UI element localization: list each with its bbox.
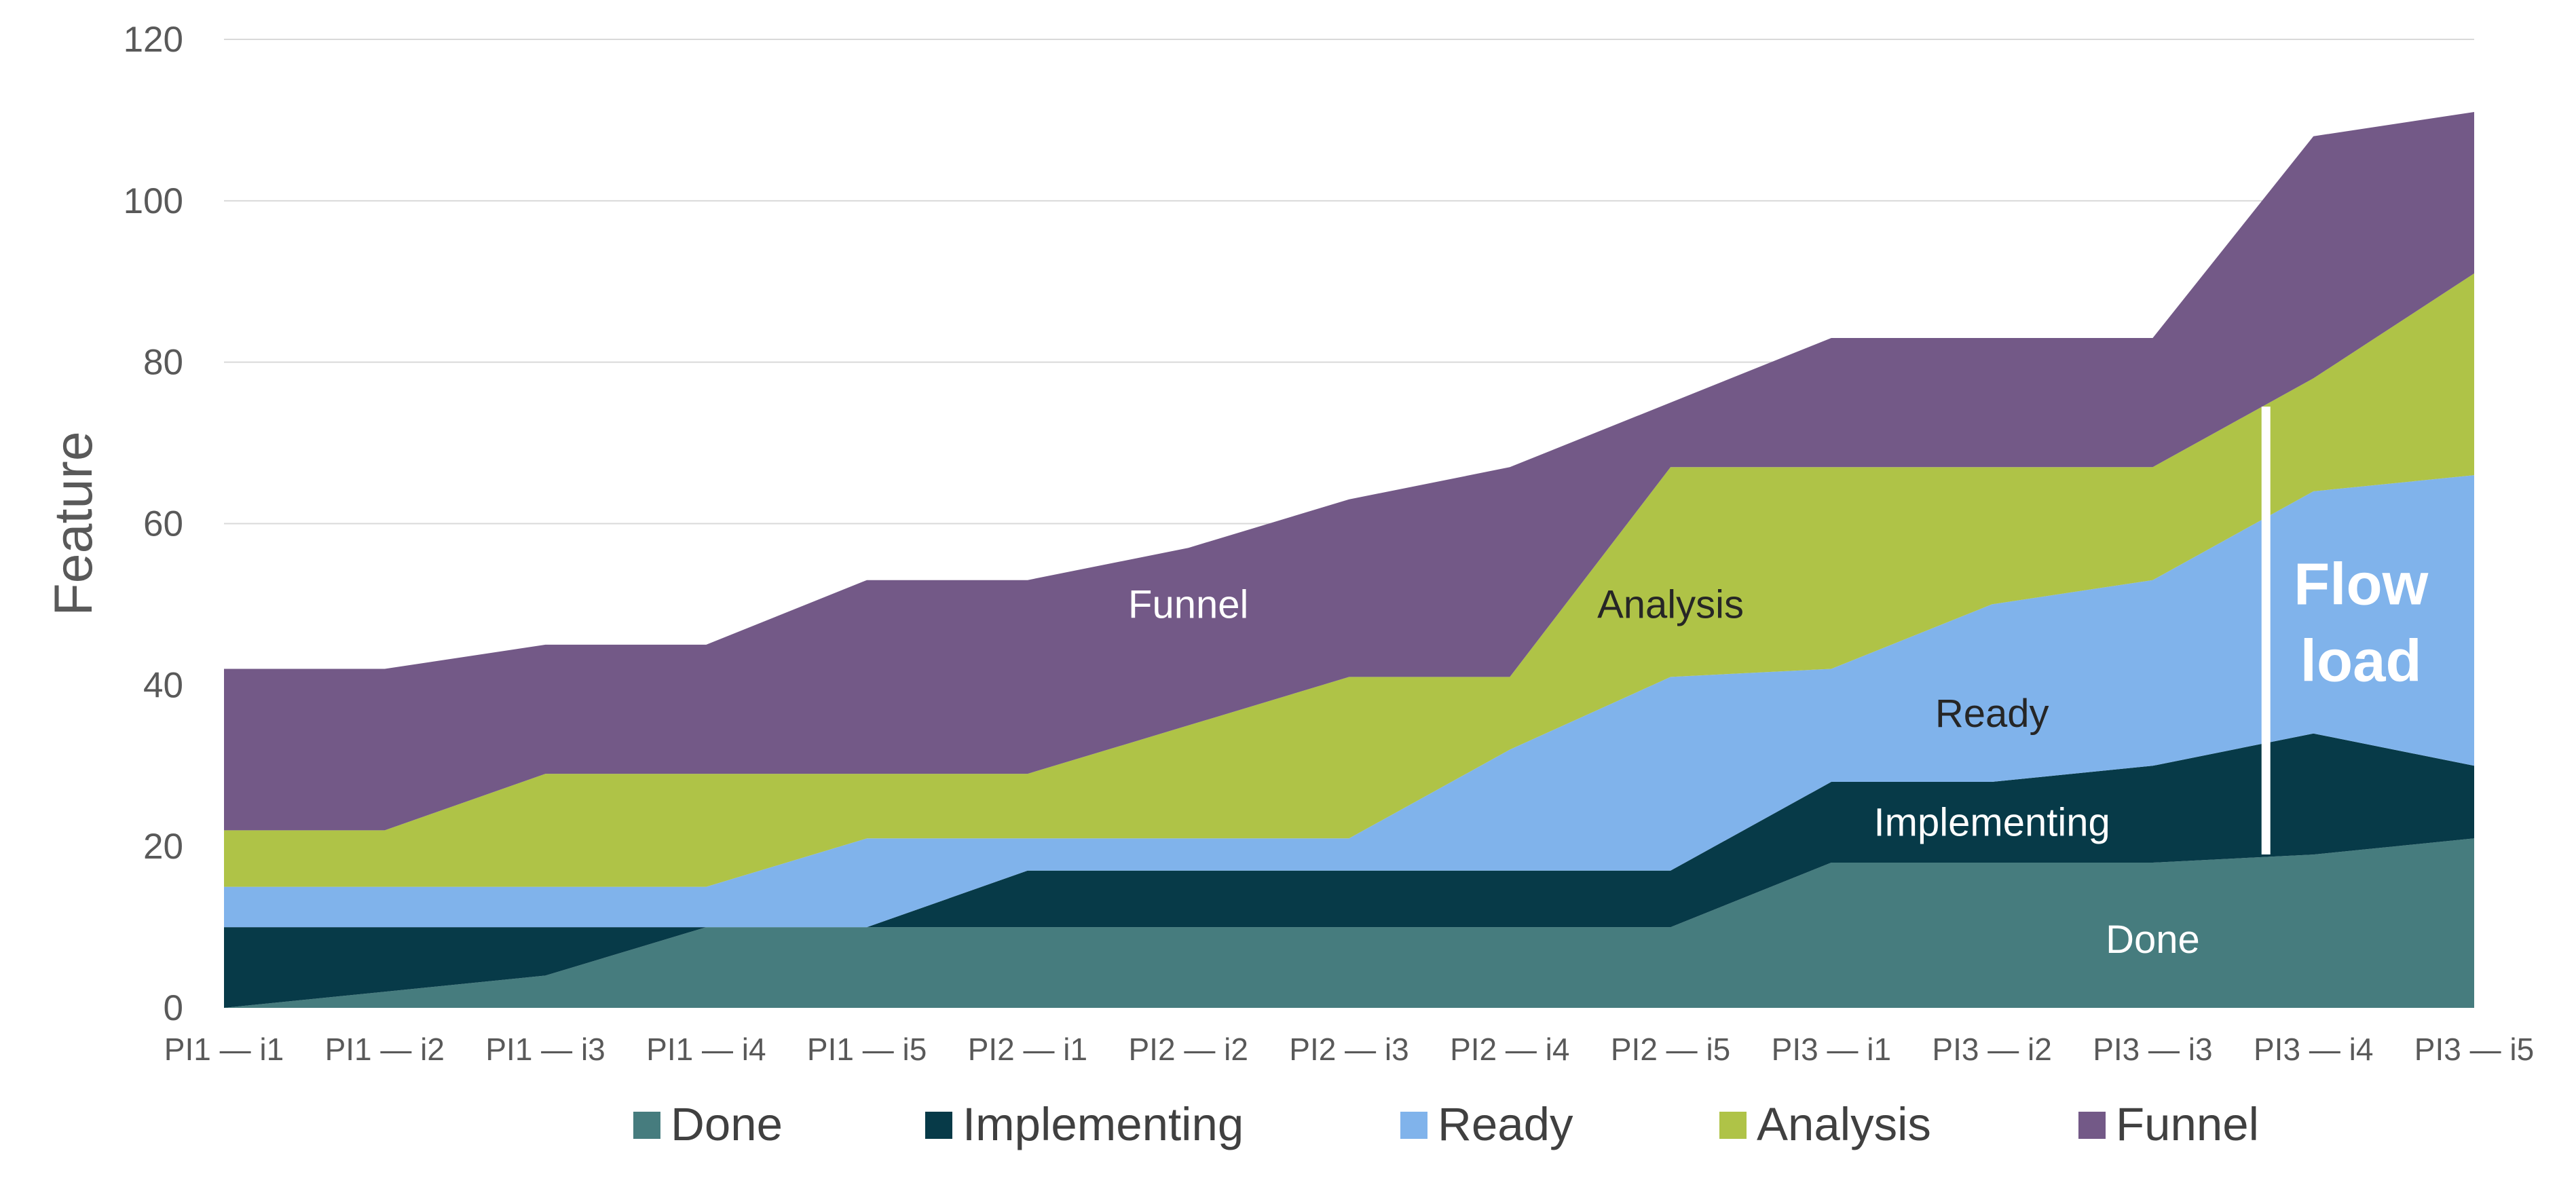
x-tick-label: PI3 — i4 <box>2254 1032 2373 1067</box>
area-funnel <box>224 112 2474 831</box>
flow-load-label-line1: Flow <box>2294 551 2428 617</box>
flow-load-annotation: Flow load <box>2261 407 2429 855</box>
x-tick-label: PI1 — i4 <box>646 1032 766 1067</box>
legend-swatch-funnel <box>2078 1112 2106 1139</box>
x-axis-ticks: PI1 — i1 PI1 — i2 PI1 — i3 PI1 — i4 PI1 — i5… <box>164 1032 2534 1067</box>
area-label: Ready <box>1935 692 2049 736</box>
y-tick-label: 120 <box>124 20 183 60</box>
y-axis-ticks: 0 20 40 60 80 100 120 <box>124 20 183 1028</box>
legend-swatch-implementing <box>925 1112 952 1139</box>
area-implementing <box>224 733 2474 1008</box>
area-annotations: Funnel Analysis Ready Implementing Done <box>1128 582 2200 962</box>
y-tick-label: 80 <box>143 343 183 383</box>
legend-label-done: Done <box>671 1098 783 1150</box>
area-label: Done <box>2106 918 2200 962</box>
legend-swatch-analysis <box>1719 1112 1747 1139</box>
legend-swatch-done <box>633 1112 660 1139</box>
legend-swatch-ready <box>1400 1112 1427 1139</box>
legend-label-analysis: Analysis <box>1757 1098 1931 1150</box>
area-series <box>224 112 2474 1008</box>
y-tick-label: 0 <box>164 988 183 1028</box>
legend-label-implementing: Implementing <box>963 1098 1244 1150</box>
legend-label-ready: Ready <box>1438 1098 1573 1150</box>
area-label: Implementing <box>1874 800 2110 844</box>
area-analysis <box>224 273 2474 887</box>
area-ready <box>224 475 2474 928</box>
area-label: Analysis <box>1597 582 1744 626</box>
y-tick-label: 100 <box>124 181 183 221</box>
y-tick-label: 40 <box>143 665 183 705</box>
x-tick-label: PI1 — i2 <box>325 1032 445 1067</box>
legend-label-funnel: Funnel <box>2116 1098 2259 1150</box>
x-tick-label: PI1 — i1 <box>164 1032 284 1067</box>
x-tick-label: PI2 — i3 <box>1289 1032 1408 1067</box>
x-tick-label: PI2 — i1 <box>968 1032 1087 1067</box>
y-tick-label: 20 <box>143 827 183 867</box>
x-tick-label: PI3 — i5 <box>2414 1032 2534 1067</box>
x-tick-label: PI3 — i2 <box>1932 1032 2051 1067</box>
x-tick-label: PI3 — i3 <box>2093 1032 2212 1067</box>
x-tick-label: PI2 — i2 <box>1129 1032 1248 1067</box>
x-tick-label: PI1 — i5 <box>807 1032 927 1067</box>
area-done <box>224 838 2474 1008</box>
legend: Done Implementing Ready Analysis Funnel <box>633 1098 2259 1150</box>
flow-load-label-line2: load <box>2300 628 2422 694</box>
x-tick-label: PI1 — i3 <box>485 1032 605 1067</box>
y-axis-label: Feature <box>43 431 103 616</box>
x-tick-label: PI2 — i4 <box>1450 1032 1569 1067</box>
area-label: Funnel <box>1128 582 1248 626</box>
y-tick-label: 60 <box>143 504 183 544</box>
x-tick-label: PI2 — i5 <box>1611 1032 1730 1067</box>
x-tick-label: PI3 — i1 <box>1772 1032 1891 1067</box>
